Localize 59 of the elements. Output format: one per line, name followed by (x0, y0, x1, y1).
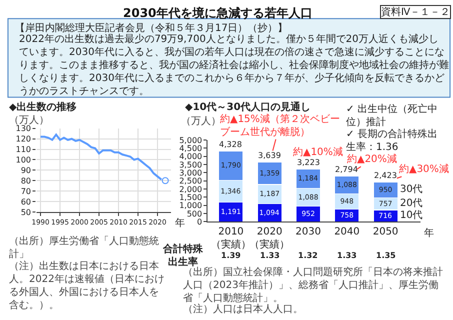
y-tick-label: 80 (20, 176, 32, 186)
text: ✓ 出生中位（死亡中位）推計 (346, 103, 438, 128)
y-tick-label: 3,000 (179, 168, 202, 178)
text: （出所）国立社会保障・人口問題研究所「日本の将来推計人口（2023年推計）」、総務省「人口推計」、厚生労働省「人口動態統計」。 (183, 266, 443, 304)
text: （出所）厚生労働省「人口動態統計」 (9, 235, 159, 260)
x-tick-label: 2040 (334, 226, 360, 238)
text: （注）出生数は日本における日本人。2022年は速報値（日本における外国人、外国における日本人を含む。）。 (9, 260, 164, 311)
y-tick-label: 70 (20, 186, 32, 196)
total-label: 3,223 (297, 158, 320, 167)
y-tick-label: 0 (197, 218, 202, 227)
total-label: 3,639 (258, 151, 281, 160)
series-label: 30代 (400, 184, 423, 195)
total-label: 2,423 (374, 171, 397, 180)
text: 1.32 (298, 251, 318, 260)
y-tick-label: 3,500 (179, 160, 202, 170)
text: （注）人口は日本人人口。 (183, 303, 303, 315)
annotation: ✓ 長期の合計特殊出生率：1.36 (346, 128, 438, 153)
annotation: 約▲15%減（第２次ベビーブーム世代が離脱） (220, 113, 340, 138)
text: 1.33 (260, 251, 280, 260)
y-tick-label: 1,000 (179, 201, 202, 210)
y-tick-label: 60 (20, 197, 32, 206)
y-tick-label: 4,500 (179, 144, 202, 154)
y-tick-label: 50 (20, 208, 32, 217)
y-tick-label: 110 (16, 145, 32, 154)
y-axis-title: （万人） (181, 116, 221, 127)
x-tick-label: 2030 (296, 226, 321, 238)
total-label: 4,328 (219, 140, 242, 149)
text: 2030年代を境に急減する若年人口 (123, 6, 312, 20)
x-axis-title: 年 (175, 217, 185, 229)
text: 資料Ⅳ－１－２ (381, 6, 450, 18)
text: 1.35 (376, 251, 396, 260)
text: 2022年の出生数は過去最少の79万9,700人となりました。僅か５年間で20万人近くも減少しています。2030年代に入ると、我が国の若年人口は現在の倍の速さで急速に減少することになります。このまま推移すると、我が国の経済社会は縮小し、社会保障制度や地域社会の維持が難しくなります。2030年代に入るまでのこれから６年から７年が、少子化傾向を反転できるかどうかのラストチャンスです。 (19, 33, 449, 97)
series-label: 10代 (400, 210, 423, 221)
text: 1.39 (221, 251, 242, 260)
text: 1.33 (337, 251, 357, 260)
y-axis-title: （万人） (9, 115, 49, 126)
annotation: 約▲10%減 (293, 146, 343, 158)
y-tick-label: 1,500 (179, 193, 202, 202)
annotation: 約▲30%減 (399, 163, 449, 175)
y-tick-label: 90 (20, 166, 32, 175)
text: 合計特殊出生率 (162, 243, 204, 268)
x-tick-label: 2050 (372, 226, 398, 238)
series-label: 20代 (400, 198, 423, 209)
chart-title: ◆10代～30代人口の見通し (185, 101, 311, 113)
y-tick-label: 100 (16, 156, 32, 165)
total-label: 2,794 (335, 165, 358, 174)
y-tick-label: 2,000 (179, 184, 202, 194)
y-tick-label: 130 (16, 124, 32, 134)
y-tick-label: 5,000 (179, 136, 202, 145)
y-tick-label: 4,000 (179, 152, 202, 162)
text: 【岸田内閣総理大臣記者会見（令和５年３月17日）（抄）】 (15, 22, 288, 34)
x-tick-label: 2020（実績） (250, 226, 290, 251)
y-tick-label: 500 (186, 209, 202, 218)
chart-title: ◆出生数の推移 (9, 101, 77, 113)
x-tick-label: 2010（実績） (210, 226, 251, 251)
y-tick-label: 120 (16, 134, 32, 144)
x-axis-title: 年 (424, 227, 434, 239)
y-tick-label: 2,500 (179, 176, 202, 186)
annotation: 約▲20%減 (347, 153, 397, 165)
